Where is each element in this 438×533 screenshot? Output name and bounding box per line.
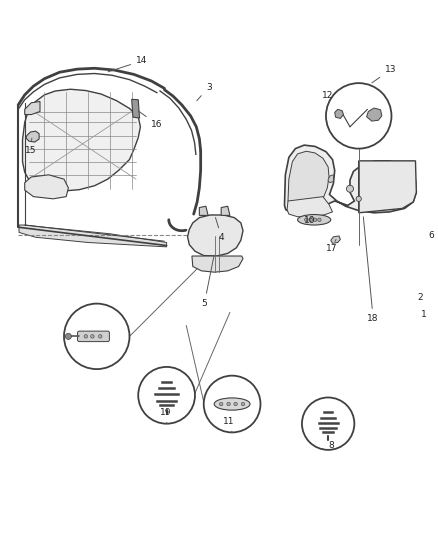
Circle shape <box>356 196 361 201</box>
Polygon shape <box>285 145 417 213</box>
Circle shape <box>241 402 245 406</box>
Polygon shape <box>328 175 333 183</box>
Polygon shape <box>359 161 417 213</box>
FancyBboxPatch shape <box>78 331 110 342</box>
Ellipse shape <box>214 398 250 410</box>
Circle shape <box>91 335 94 338</box>
Circle shape <box>99 335 102 338</box>
Polygon shape <box>331 236 340 244</box>
Polygon shape <box>132 99 140 118</box>
Text: 5: 5 <box>201 255 214 308</box>
Circle shape <box>64 304 130 369</box>
Text: 11: 11 <box>223 417 235 432</box>
Circle shape <box>84 335 88 338</box>
Circle shape <box>204 376 261 432</box>
Text: 3: 3 <box>197 83 212 101</box>
Text: 17: 17 <box>326 239 337 253</box>
Polygon shape <box>335 109 343 118</box>
Polygon shape <box>288 151 329 205</box>
Polygon shape <box>221 206 230 215</box>
Polygon shape <box>19 225 166 247</box>
Circle shape <box>65 333 71 340</box>
Circle shape <box>302 398 354 450</box>
Text: 1: 1 <box>421 310 427 319</box>
Circle shape <box>219 402 223 406</box>
Circle shape <box>309 218 312 222</box>
Polygon shape <box>25 101 40 115</box>
Text: 15: 15 <box>25 138 36 155</box>
Circle shape <box>318 218 321 222</box>
Ellipse shape <box>297 215 331 225</box>
Polygon shape <box>287 197 332 217</box>
Polygon shape <box>26 131 39 142</box>
Polygon shape <box>192 256 243 272</box>
Circle shape <box>326 83 392 149</box>
Text: 18: 18 <box>364 217 379 323</box>
Polygon shape <box>25 175 68 199</box>
Text: 12: 12 <box>321 90 339 100</box>
Text: 6: 6 <box>428 231 434 240</box>
Circle shape <box>227 402 230 406</box>
Text: 19: 19 <box>160 408 172 424</box>
Polygon shape <box>22 89 141 191</box>
Text: 16: 16 <box>138 111 163 129</box>
Text: 13: 13 <box>372 65 396 83</box>
Circle shape <box>138 367 195 424</box>
Polygon shape <box>199 206 208 215</box>
Circle shape <box>313 218 317 222</box>
Text: 14: 14 <box>108 56 148 72</box>
Circle shape <box>346 185 353 192</box>
Text: 4: 4 <box>215 217 225 243</box>
Polygon shape <box>187 215 243 256</box>
Text: 8: 8 <box>322 441 334 450</box>
Text: 2: 2 <box>417 293 423 302</box>
Text: 10: 10 <box>304 216 316 225</box>
Polygon shape <box>367 108 382 121</box>
Circle shape <box>234 402 237 406</box>
Circle shape <box>304 218 308 222</box>
